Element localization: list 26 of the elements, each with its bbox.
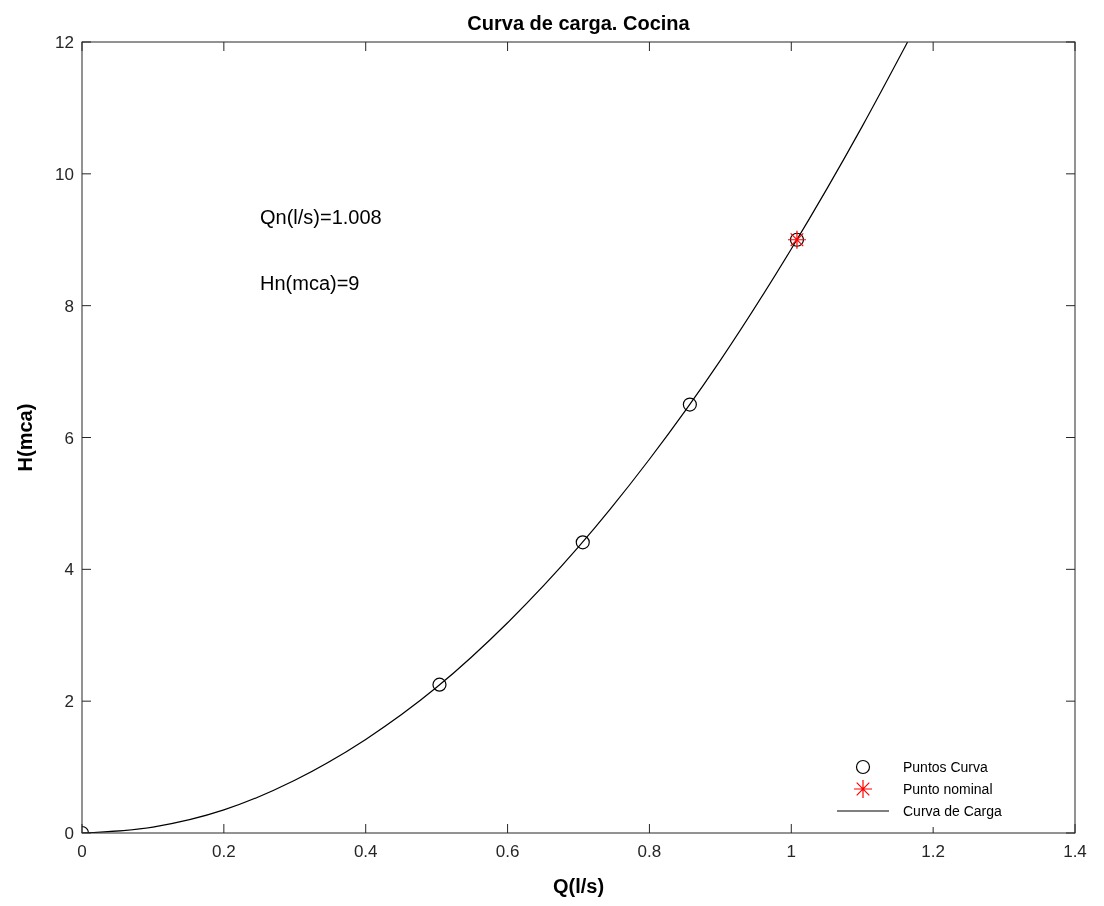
- y-tick-label: 0: [64, 824, 74, 843]
- legend-label: Puntos Curva: [903, 759, 989, 775]
- point: [432, 677, 447, 692]
- legend-label: Curva de Carga: [903, 803, 1003, 819]
- x-axis-title: Q(l/s): [552, 875, 605, 897]
- chart-title: Curva de carga. Cocina: [467, 12, 691, 34]
- y-tick-label: 10: [55, 164, 74, 184]
- point: [575, 535, 590, 550]
- y-tick-label: 4: [64, 560, 74, 580]
- annotation: Hn(mca)=9: [260, 272, 360, 294]
- y-tick-label: 6: [64, 428, 74, 448]
- y-tick-label: 2: [64, 692, 74, 712]
- x-tick-label: 0.8: [637, 842, 662, 861]
- annotation: Qn(l/s)=1.008: [260, 206, 382, 228]
- x-tick-label: 0: [77, 842, 87, 861]
- x-tick-label: 0.4: [353, 842, 378, 861]
- x-tick-label: 0.6: [495, 842, 520, 861]
- legend-label: Punto nominal: [903, 781, 993, 797]
- x-tick-label: 1: [786, 842, 797, 861]
- x-tick-label: 1.4: [1063, 842, 1087, 861]
- y-tick-label: 8: [64, 296, 74, 316]
- y-axis-title: H(mca): [14, 403, 36, 472]
- y-tick-label: 12: [55, 33, 74, 52]
- point: [682, 397, 697, 412]
- x-tick-label: 1.2: [921, 842, 945, 861]
- x-tick-label: 0.2: [212, 842, 236, 861]
